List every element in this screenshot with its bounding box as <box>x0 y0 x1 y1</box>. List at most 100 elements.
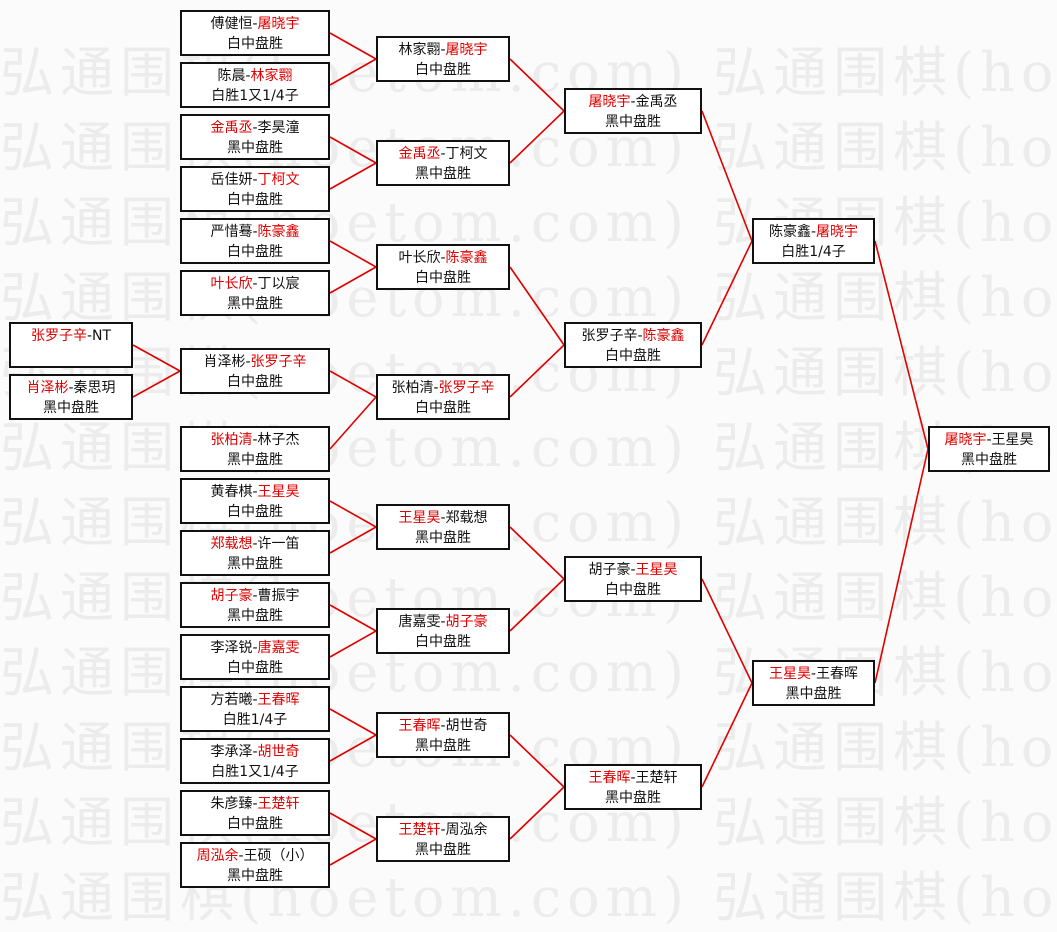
match-box: 严惜蓦-陈豪鑫白中盘胜 <box>180 218 330 264</box>
match-players: 傅健恒-屠晓宇 <box>182 14 328 34</box>
match-result: 黑中盘胜 <box>961 452 1017 468</box>
separator: - <box>252 172 258 188</box>
separator: - <box>440 510 446 526</box>
separator: - <box>440 42 446 58</box>
match-result: 白中盘胜 <box>227 36 283 52</box>
match-result: 白中盘胜 <box>415 634 471 650</box>
match-result: 黑中盘胜 <box>415 530 471 546</box>
match-box: 王春晖-王楚轩黑中盘胜 <box>564 764 702 810</box>
player-white: 胡世奇 <box>257 744 300 760</box>
player-white: 王春晖 <box>816 666 859 682</box>
match-players: 王楚轩-周泓余 <box>378 820 508 840</box>
match-players: 陈豪鑫-屠晓宇 <box>754 222 873 242</box>
match-result: 黑中盘胜 <box>227 868 283 884</box>
match-result: 白胜1/4子 <box>222 712 288 728</box>
match-players: 王星昊-王春晖 <box>754 664 873 684</box>
player-black: 朱彦臻 <box>210 796 253 812</box>
separator: - <box>252 536 258 552</box>
match-result: 白中盘胜 <box>227 244 283 260</box>
player-white: 胡子豪 <box>445 614 488 630</box>
match-box: 肖泽彬-秦思玥 黑中盘胜 <box>9 374 133 420</box>
match-result: 黑中盘胜 <box>605 114 661 130</box>
match-box: 屠晓宇-王星昊黑中盘胜 <box>928 426 1050 472</box>
match-players: 周泓余-王硕（小） <box>182 846 328 866</box>
watermark-text: 弘通围棋(hoetom.com) 弘通围棋(hoetom.com) <box>0 716 1057 779</box>
match-players: 郑载想-许一笛 <box>182 534 328 554</box>
match-players: 岳佳妍-丁柯文 <box>182 170 328 190</box>
player-white: 王星昊 <box>257 484 300 500</box>
watermark-text: 弘通围棋(hoetom.com) 弘通围棋(hoetom.com) <box>0 491 1057 554</box>
match-result: 白中盘胜 <box>227 816 283 832</box>
match-players: 张柏清-张罗子辛 <box>378 378 508 398</box>
separator: - <box>440 146 446 162</box>
player-black: 金禹丞 <box>210 120 253 136</box>
player-white: 陈豪鑫 <box>642 328 685 344</box>
match-players: 方若曦-王春晖 <box>182 690 328 710</box>
separator: - <box>252 744 258 760</box>
match-box: 张罗子辛-NT <box>9 322 133 368</box>
bracket-connector <box>329 812 377 840</box>
bracket-connector <box>874 448 929 684</box>
bracket-connector <box>509 110 565 164</box>
match-box: 林家翾-屠晓宇 白中盘胜 <box>376 36 510 82</box>
match-players: 金禹丞-丁柯文 <box>378 144 508 164</box>
player-white: 丁柯文 <box>257 172 300 188</box>
match-box: 张柏清-林子杰 黑中盘胜 <box>180 426 330 472</box>
match-players: 屠晓宇-王星昊 <box>930 430 1048 450</box>
player-white: 屠晓宇 <box>257 16 300 32</box>
match-players: 李承泽-胡世奇 <box>182 742 328 762</box>
player-black: 林家翾 <box>398 42 441 58</box>
match-result: 白胜1又1/4子 <box>211 764 299 780</box>
match-result: 黑中盘胜 <box>415 166 471 182</box>
player-white: 金禹丞 <box>635 94 678 110</box>
match-result: 黑中盘胜 <box>227 140 283 156</box>
player-white: 丁以宸 <box>257 276 300 292</box>
player-black: 郑载想 <box>210 536 253 552</box>
player-white: 曹振宇 <box>257 588 300 604</box>
player-white: 屠晓宇 <box>816 224 859 240</box>
match-players: 朱彦臻-王楚轩 <box>182 794 328 814</box>
player-black: 张柏清 <box>391 380 434 396</box>
match-box: 李泽锐-唐嘉雯 白中盘胜 <box>180 634 330 680</box>
player-black: 陈豪鑫 <box>768 224 811 240</box>
match-players: 严惜蓦-陈豪鑫 <box>182 222 328 242</box>
separator: - <box>810 666 817 682</box>
player-white: 李昊潼 <box>257 120 300 136</box>
bracket-connector <box>509 266 565 346</box>
player-black: 张柏清 <box>210 432 253 448</box>
match-box: 王星昊-郑载想 黑中盘胜 <box>376 504 510 550</box>
player-white: 王春晖 <box>257 692 300 708</box>
player-white: 林子杰 <box>257 432 300 448</box>
player-white: 秦思玥 <box>73 380 116 396</box>
player-white: 郑载想 <box>445 510 488 526</box>
player-white: 王楚轩 <box>635 770 678 786</box>
player-black: 王春晖 <box>398 718 441 734</box>
separator: - <box>252 640 258 656</box>
match-box: 胡子豪-王星昊 白中盘胜 <box>564 556 702 602</box>
bracket-connector <box>329 630 377 658</box>
separator: - <box>252 588 258 604</box>
match-result: 黑中盘胜 <box>415 842 471 858</box>
match-result: 黑中盘胜 <box>605 790 661 806</box>
player-white: 陈豪鑫 <box>445 250 488 266</box>
bracket-connector <box>509 578 565 632</box>
match-box: 岳佳妍-丁柯文 白中盘胜 <box>180 166 330 212</box>
separator: - <box>810 224 817 240</box>
match-players: 肖泽彬-张罗子辛 <box>182 352 328 372</box>
player-black: 李承泽 <box>210 744 253 760</box>
separator: - <box>245 354 251 370</box>
player-white: 王硕（小） <box>243 848 314 864</box>
separator: - <box>252 484 258 500</box>
match-players: 王春晖-王楚轩 <box>566 768 700 788</box>
bracket-connector <box>701 682 753 788</box>
bracket-connector <box>509 344 565 398</box>
match-players: 屠晓宇-金禹丞 <box>566 92 700 112</box>
match-result: 白中盘胜 <box>605 348 661 364</box>
match-box: 王楚轩-周泓余黑中盘胜 <box>376 816 510 862</box>
match-result: 黑中盘胜 <box>785 686 842 702</box>
player-white: NT <box>92 328 112 344</box>
separator: - <box>440 822 446 838</box>
separator: - <box>440 250 446 266</box>
player-black: 傅健恒 <box>210 16 253 32</box>
player-black: 王星昊 <box>768 666 811 682</box>
